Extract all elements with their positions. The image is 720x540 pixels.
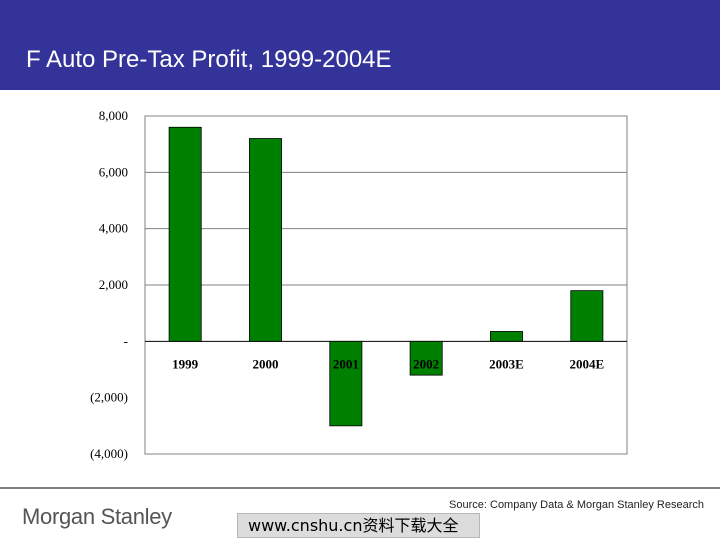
bar-2002 (409, 340, 443, 376)
y-tick-label: 2,000 (99, 277, 128, 292)
bar-2003E (490, 331, 523, 342)
slide-header: F Auto Pre-Tax Profit, 1999-2004E (0, 0, 720, 90)
y-tick-label: (2,000) (90, 390, 128, 405)
y-tick-label: - (124, 333, 128, 348)
y-axis-labels: 8,000 6,000 4,000 2,000 - (2,000) (4,000) (90, 108, 128, 461)
bar-2004E (570, 290, 604, 342)
watermark-banner: www.cnshu.cn资料下载大全 (237, 513, 480, 538)
x-tick-label: 2003E (489, 356, 524, 371)
gridlines (145, 171, 627, 342)
x-tick-label: 2004E (569, 356, 604, 371)
bar-2001 (329, 340, 363, 427)
y-tick-label: 4,000 (99, 221, 128, 236)
y-tick-label: 8,000 (99, 108, 128, 123)
y-tick-label: 6,000 (99, 164, 128, 179)
morgan-stanley-logo: Morgan Stanley (22, 504, 172, 529)
x-tick-label: 2000 (253, 356, 279, 371)
source-note: Source: Company Data & Morgan Stanley Re… (449, 499, 704, 511)
footer-divider (0, 487, 720, 489)
bar-1999 (168, 126, 202, 342)
x-tick-label: 2002 (413, 356, 439, 371)
x-tick-label: 2001 (333, 356, 359, 371)
x-axis-labels: 1999 2000 2001 2002 2003E 2004E (172, 356, 604, 371)
bar-2000 (249, 138, 282, 342)
bar-chart: 8,000 6,000 4,000 2,000 - (2,000) (4,000) 1999… (90, 108, 628, 461)
x-tick-label: 1999 (172, 356, 199, 371)
bars (168, 126, 604, 427)
slide-title: F Auto Pre-Tax Profit, 1999-2004E (26, 46, 392, 73)
y-tick-label: (4,000) (90, 446, 128, 461)
